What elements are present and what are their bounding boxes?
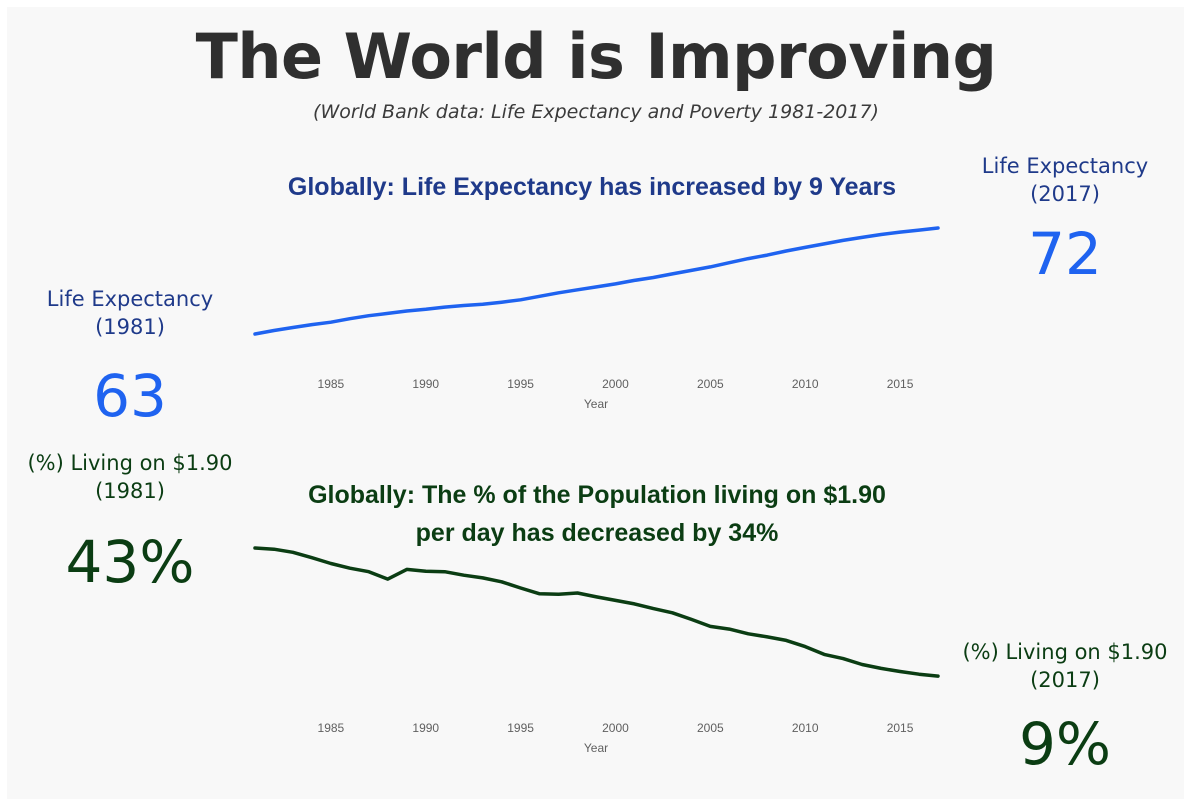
life-chart-x-tick-2005: 2005 — [697, 377, 724, 391]
poverty-1981-label: (%) Living on $1.90 (1981) — [10, 449, 250, 505]
poverty-1981-value: 43% — [65, 528, 195, 596]
poverty-headline: Globally: The % of the Population living… — [200, 476, 994, 552]
poverty-2017-label: (%) Living on $1.90 (2017) — [945, 638, 1185, 694]
poverty-chart-x-tick-2005: 2005 — [697, 721, 724, 735]
life-expectancy-1981-label: Life Expectancy (1981) — [15, 285, 245, 341]
life-chart-x-tick-1995: 1995 — [507, 377, 534, 391]
poverty-2017-value: 9% — [1018, 710, 1111, 778]
poverty-headline-line1: Globally: The % of the Population living… — [308, 481, 886, 509]
life-expectancy-2017-label: Life Expectancy (2017) — [950, 152, 1180, 208]
poverty-chart-series-line — [253, 546, 940, 678]
poverty-2017-label-line1: (%) Living on $1.90 — [962, 640, 1168, 664]
poverty-2017-label-line2: (2017) — [1030, 668, 1100, 692]
life-chart-x-tick-2015: 2015 — [887, 377, 914, 391]
poverty-chart-x-tick-1990: 1990 — [412, 721, 439, 735]
poverty-chart-x-tick-2015: 2015 — [887, 721, 914, 735]
life-expectancy-2017-value: 72 — [1028, 220, 1102, 288]
life-expectancy-headline: Globally: Life Expectancy has increased … — [287, 173, 897, 201]
poverty-headline-line2: per day has decreased by 34% — [415, 519, 779, 547]
life-chart-series-line — [253, 226, 940, 336]
life-chart-x-tick-2010: 2010 — [792, 377, 819, 391]
page-title: The World is Improving — [195, 20, 997, 93]
life-chart-x-tick-1990: 1990 — [412, 377, 439, 391]
life-chart-x-tick-1985: 1985 — [318, 377, 345, 391]
life-expectancy-2017-label-line1: Life Expectancy — [981, 154, 1149, 178]
poverty-chart-x-tick-2000: 2000 — [602, 721, 629, 735]
life-chart-x-axis-label: Year — [584, 397, 608, 411]
life-expectancy-1981-label-line1: Life Expectancy — [46, 287, 214, 311]
life-expectancy-2017-label-line2: (2017) — [1030, 182, 1100, 206]
page-subtitle: (World Bank data: Life Expectancy and Po… — [313, 101, 879, 123]
poverty-chart-x-tick-1995: 1995 — [507, 721, 534, 735]
poverty-chart-x-tick-1985: 1985 — [318, 721, 345, 735]
dashboard-background — [7, 7, 1184, 799]
poverty-chart-x-tick-2010: 2010 — [792, 721, 819, 735]
poverty-1981-label-line2: (1981) — [95, 479, 165, 503]
life-expectancy-1981-label-line2: (1981) — [95, 315, 165, 339]
poverty-chart-x-axis-label: Year — [584, 741, 608, 755]
life-expectancy-1981-value: 63 — [93, 362, 167, 430]
life-chart-x-tick-2000: 2000 — [602, 377, 629, 391]
poverty-1981-label-line1: (%) Living on $1.90 — [27, 451, 233, 475]
